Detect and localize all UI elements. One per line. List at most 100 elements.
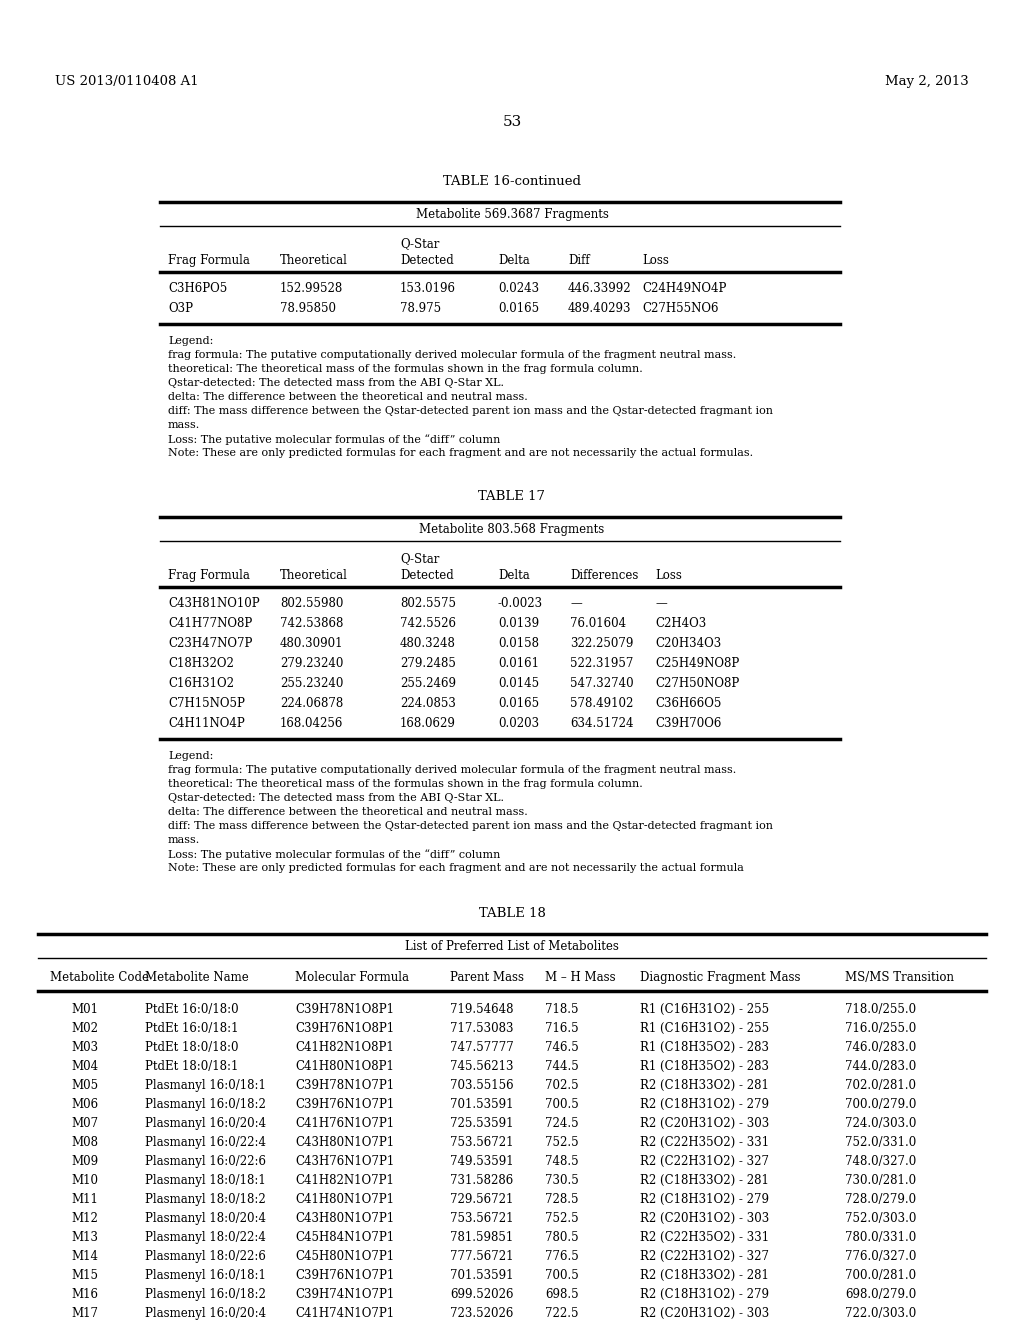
Text: C27H55NO6: C27H55NO6 [642, 302, 719, 315]
Text: 224.06878: 224.06878 [280, 697, 343, 710]
Text: C43H81NO10P: C43H81NO10P [168, 597, 260, 610]
Text: 0.0165: 0.0165 [498, 302, 539, 315]
Text: May 2, 2013: May 2, 2013 [886, 75, 969, 88]
Text: 753.56721: 753.56721 [450, 1137, 513, 1148]
Text: C36H66O5: C36H66O5 [655, 697, 721, 710]
Text: Delta: Delta [498, 253, 529, 267]
Text: 0.0145: 0.0145 [498, 677, 539, 690]
Text: R2 (C18H33O2) - 281: R2 (C18H33O2) - 281 [640, 1173, 769, 1187]
Text: Frag Formula: Frag Formula [168, 253, 250, 267]
Text: Plasmanyl 18:0/22:4: Plasmanyl 18:0/22:4 [145, 1232, 266, 1243]
Text: C45H84N1O7P1: C45H84N1O7P1 [295, 1232, 394, 1243]
Text: C41H80N1O8P1: C41H80N1O8P1 [295, 1060, 394, 1073]
Text: 780.5: 780.5 [545, 1232, 579, 1243]
Text: M01: M01 [72, 1003, 98, 1016]
Text: C4H11NO4P: C4H11NO4P [168, 717, 245, 730]
Text: Diff: Diff [568, 253, 590, 267]
Text: Q-Star: Q-Star [400, 552, 439, 565]
Text: 717.53083: 717.53083 [450, 1022, 513, 1035]
Text: M17: M17 [72, 1307, 98, 1320]
Text: 746.0/283.0: 746.0/283.0 [845, 1041, 916, 1053]
Text: C41H82N1O8P1: C41H82N1O8P1 [295, 1041, 394, 1053]
Text: M08: M08 [72, 1137, 98, 1148]
Text: 748.0/327.0: 748.0/327.0 [845, 1155, 916, 1168]
Text: Note: These are only predicted formulas for each fragment and are not necessaril: Note: These are only predicted formulas … [168, 863, 743, 873]
Text: 728.5: 728.5 [545, 1193, 579, 1206]
Text: 718.5: 718.5 [545, 1003, 579, 1016]
Text: R2 (C18H31O2) - 279: R2 (C18H31O2) - 279 [640, 1098, 769, 1111]
Text: Legend:: Legend: [168, 751, 213, 762]
Text: 700.0/279.0: 700.0/279.0 [845, 1098, 916, 1111]
Text: Differences: Differences [570, 569, 638, 582]
Text: 0.0243: 0.0243 [498, 282, 539, 294]
Text: 744.0/283.0: 744.0/283.0 [845, 1060, 916, 1073]
Text: 0.0161: 0.0161 [498, 657, 539, 671]
Text: 53: 53 [503, 115, 521, 129]
Text: 781.59851: 781.59851 [450, 1232, 513, 1243]
Text: R2 (C22H35O2) - 331: R2 (C22H35O2) - 331 [640, 1137, 769, 1148]
Text: 168.0629: 168.0629 [400, 717, 456, 730]
Text: C39H74N1O7P1: C39H74N1O7P1 [295, 1288, 394, 1302]
Text: O3P: O3P [168, 302, 193, 315]
Text: 718.0/255.0: 718.0/255.0 [845, 1003, 916, 1016]
Text: C39H78N1O7P1: C39H78N1O7P1 [295, 1078, 394, 1092]
Text: M05: M05 [72, 1078, 98, 1092]
Text: C18H32O2: C18H32O2 [168, 657, 233, 671]
Text: delta: The difference between the theoretical and neutral mass.: delta: The difference between the theore… [168, 807, 527, 817]
Text: C43H76N1O7P1: C43H76N1O7P1 [295, 1155, 394, 1168]
Text: 730.5: 730.5 [545, 1173, 579, 1187]
Text: 700.5: 700.5 [545, 1269, 579, 1282]
Text: 742.53868: 742.53868 [280, 616, 343, 630]
Text: —: — [570, 597, 582, 610]
Text: Diagnostic Fragment Mass: Diagnostic Fragment Mass [640, 972, 801, 983]
Text: Delta: Delta [498, 569, 529, 582]
Text: 752.0/303.0: 752.0/303.0 [845, 1212, 916, 1225]
Text: Note: These are only predicted formulas for each fragment and are not necessaril: Note: These are only predicted formulas … [168, 447, 753, 458]
Text: Plasmanyl 18:0/18:2: Plasmanyl 18:0/18:2 [145, 1193, 266, 1206]
Text: 753.56721: 753.56721 [450, 1212, 513, 1225]
Text: 777.56721: 777.56721 [450, 1250, 513, 1263]
Text: 722.0/303.0: 722.0/303.0 [845, 1307, 916, 1320]
Text: 634.51724: 634.51724 [570, 717, 634, 730]
Text: R2 (C22H31O2) - 327: R2 (C22H31O2) - 327 [640, 1155, 769, 1168]
Text: 255.23240: 255.23240 [280, 677, 343, 690]
Text: 153.0196: 153.0196 [400, 282, 456, 294]
Text: C3H6PO5: C3H6PO5 [168, 282, 227, 294]
Text: C39H78N1O8P1: C39H78N1O8P1 [295, 1003, 394, 1016]
Text: 752.5: 752.5 [545, 1137, 579, 1148]
Text: C41H77NO8P: C41H77NO8P [168, 616, 252, 630]
Text: Detected: Detected [400, 569, 454, 582]
Text: 700.5: 700.5 [545, 1098, 579, 1111]
Text: TABLE 16-continued: TABLE 16-continued [443, 176, 581, 187]
Text: 725.53591: 725.53591 [450, 1117, 513, 1130]
Text: Theoretical: Theoretical [280, 253, 348, 267]
Text: 730.0/281.0: 730.0/281.0 [845, 1173, 916, 1187]
Text: C41H74N1O7P1: C41H74N1O7P1 [295, 1307, 394, 1320]
Text: M14: M14 [72, 1250, 98, 1263]
Text: M11: M11 [72, 1193, 98, 1206]
Text: 780.0/331.0: 780.0/331.0 [845, 1232, 916, 1243]
Text: PtdEt 18:0/18:0: PtdEt 18:0/18:0 [145, 1041, 239, 1053]
Text: 255.2469: 255.2469 [400, 677, 456, 690]
Text: —: — [655, 597, 667, 610]
Text: 168.04256: 168.04256 [280, 717, 343, 730]
Text: 752.5: 752.5 [545, 1212, 579, 1225]
Text: 522.31957: 522.31957 [570, 657, 634, 671]
Text: Plasmanyl 18:0/22:6: Plasmanyl 18:0/22:6 [145, 1250, 266, 1263]
Text: Plasmanyl 18:0/20:4: Plasmanyl 18:0/20:4 [145, 1212, 266, 1225]
Text: Loss: The putative molecular formulas of the “diff” column: Loss: The putative molecular formulas of… [168, 434, 501, 445]
Text: 322.25079: 322.25079 [570, 638, 634, 649]
Text: 480.30901: 480.30901 [280, 638, 343, 649]
Text: 703.55156: 703.55156 [450, 1078, 514, 1092]
Text: 279.2485: 279.2485 [400, 657, 456, 671]
Text: 747.57777: 747.57777 [450, 1041, 514, 1053]
Text: TABLE 17: TABLE 17 [478, 490, 546, 503]
Text: MS/MS Transition: MS/MS Transition [845, 972, 954, 983]
Text: 698.5: 698.5 [545, 1288, 579, 1302]
Text: 719.54648: 719.54648 [450, 1003, 513, 1016]
Text: US 2013/0110408 A1: US 2013/0110408 A1 [55, 75, 199, 88]
Text: C43H80N1O7P1: C43H80N1O7P1 [295, 1212, 394, 1225]
Text: PtdEt 18:0/18:1: PtdEt 18:0/18:1 [145, 1060, 239, 1073]
Text: C43H80N1O7P1: C43H80N1O7P1 [295, 1137, 394, 1148]
Text: 78.975: 78.975 [400, 302, 441, 315]
